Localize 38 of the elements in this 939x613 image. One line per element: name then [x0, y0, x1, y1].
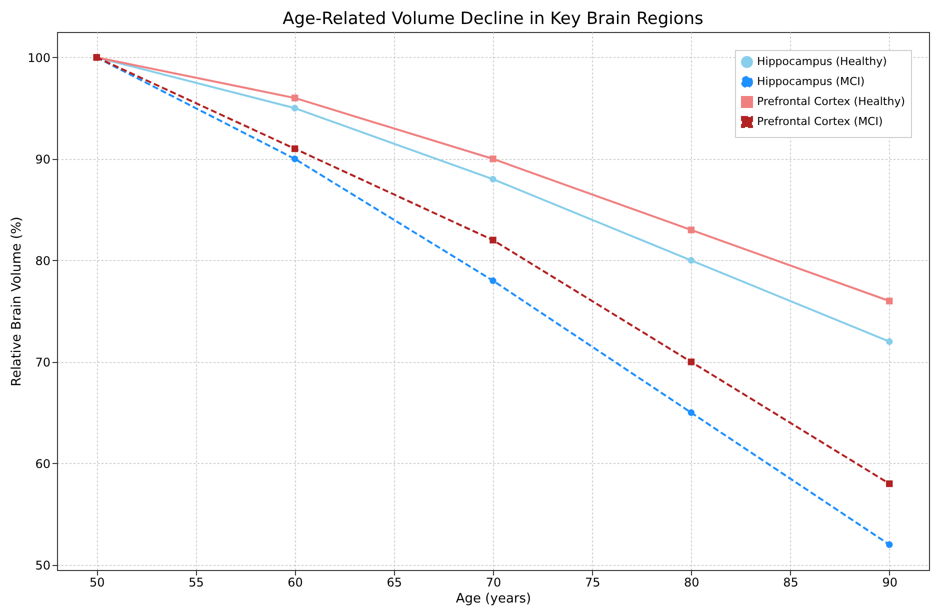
x-tick-label: 70	[486, 576, 502, 590]
x-tick-label: 50	[89, 576, 105, 590]
x-tick-label: 60	[288, 576, 303, 590]
y-tick-label: 100	[28, 50, 50, 65]
x-tick-label: 80	[684, 576, 700, 590]
point	[490, 236, 496, 244]
point	[688, 409, 695, 416]
x-tick-label: 75	[584, 576, 600, 590]
point	[490, 277, 496, 284]
point	[291, 94, 298, 102]
x-tick-label: 65	[386, 576, 402, 590]
legend-label: Hippocampus (Healthy)	[757, 55, 887, 68]
y-tick-label: 90	[35, 152, 50, 166]
x-tick-label: 90	[882, 576, 898, 590]
point	[886, 338, 893, 345]
point	[291, 156, 298, 162]
x-tick-label: 55	[188, 576, 204, 590]
y-tick-label: 70	[35, 355, 50, 370]
point	[688, 257, 695, 264]
y-tick-label: 50	[35, 558, 50, 572]
point	[490, 176, 496, 183]
point	[291, 145, 298, 152]
legend-label: Prefrontal Cortex (MCI)	[757, 115, 883, 128]
y-tick-label: 60	[35, 456, 50, 471]
y-axis-title: Relative Brain Volume (%)	[10, 216, 25, 386]
point	[490, 156, 496, 162]
point	[688, 358, 695, 366]
x-axis-title: Age (years)	[456, 592, 532, 606]
legend-label: Hippocampus (MCI)	[757, 75, 865, 88]
point	[688, 226, 695, 234]
chart-title: Age-Related Volume Decline in Key Brain Regions	[282, 9, 704, 29]
point	[886, 298, 893, 304]
y-tick-label: 80	[35, 254, 50, 268]
x-tick-label: 85	[783, 576, 798, 590]
legend-label: Prefrontal Cortex (Healthy)	[757, 95, 905, 108]
point	[886, 541, 893, 548]
point	[886, 480, 893, 488]
point	[291, 104, 298, 112]
